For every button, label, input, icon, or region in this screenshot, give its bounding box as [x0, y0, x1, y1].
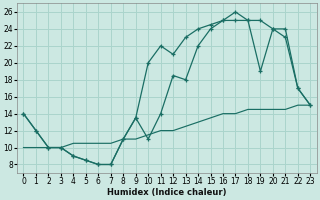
X-axis label: Humidex (Indice chaleur): Humidex (Indice chaleur) — [107, 188, 227, 197]
